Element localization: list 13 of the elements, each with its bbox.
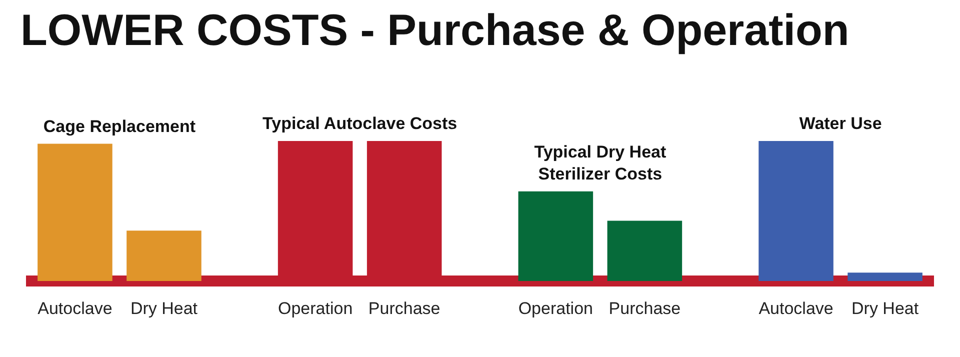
x-tick-label: Purchase: [608, 299, 681, 318]
chart-title: LOWER COSTS - Purchase & Operation: [20, 6, 850, 55]
text: Cage Replacement: [43, 116, 196, 136]
text: Water Use: [799, 114, 882, 133]
x-tick-label: Autoclave: [758, 299, 834, 318]
x-tick-label: Operation: [278, 299, 353, 318]
x-tick-label: Dry Heat: [130, 299, 198, 318]
x-tick-label: Autoclave: [38, 299, 112, 318]
annotation: Typical Dry Heat Sterilizer Costs: [534, 142, 666, 184]
text: Typical Autoclave Costs: [262, 114, 458, 133]
x-tick-label: Operation: [518, 299, 594, 318]
x-tick-label: Dry Heat: [852, 299, 919, 318]
x-tick-label: Purchase: [368, 299, 440, 318]
